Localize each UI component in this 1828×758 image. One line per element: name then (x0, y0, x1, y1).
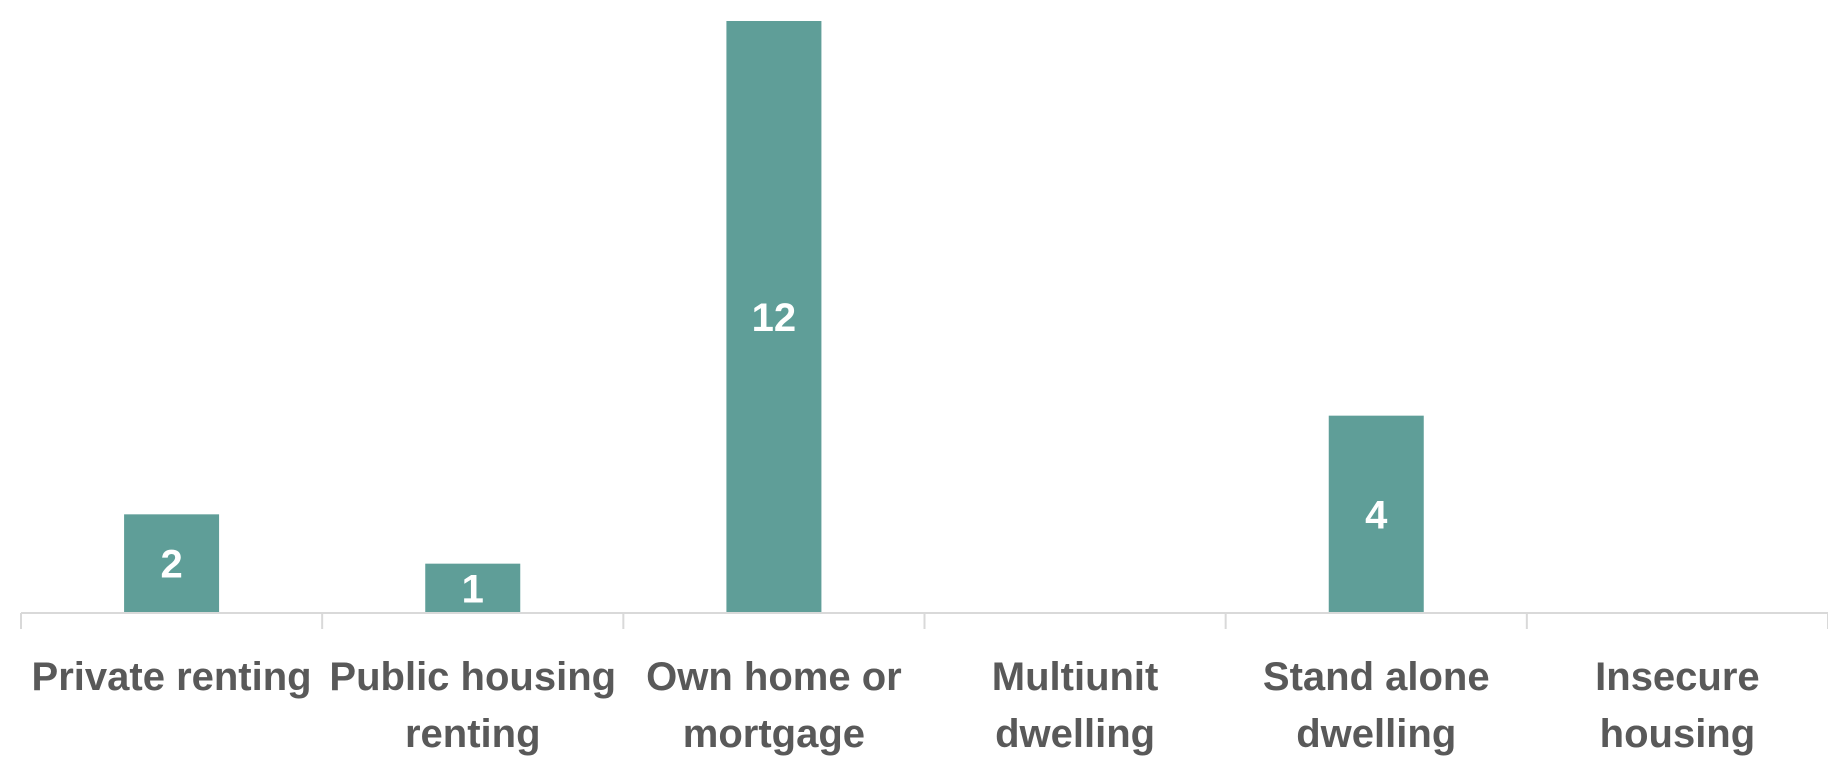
category-label: Stand alone dwelling (1263, 655, 1490, 756)
data-label: 2 (160, 543, 182, 587)
bars-group: 2 1 12 4 (124, 21, 1424, 613)
category-label: Private renting (32, 655, 312, 699)
category-label: Own home or mortgage (646, 655, 902, 756)
category-label: Insecure housing (1595, 655, 1760, 756)
data-label: 1 (462, 567, 484, 611)
category-label: Public housing renting (329, 655, 616, 756)
category-labels: Private renting Public housing renting Own … (32, 655, 1760, 756)
data-label: 4 (1365, 493, 1388, 537)
category-label: Multiunit dwelling (992, 655, 1159, 756)
data-label: 12 (752, 296, 797, 340)
x-axis (21, 613, 1828, 629)
